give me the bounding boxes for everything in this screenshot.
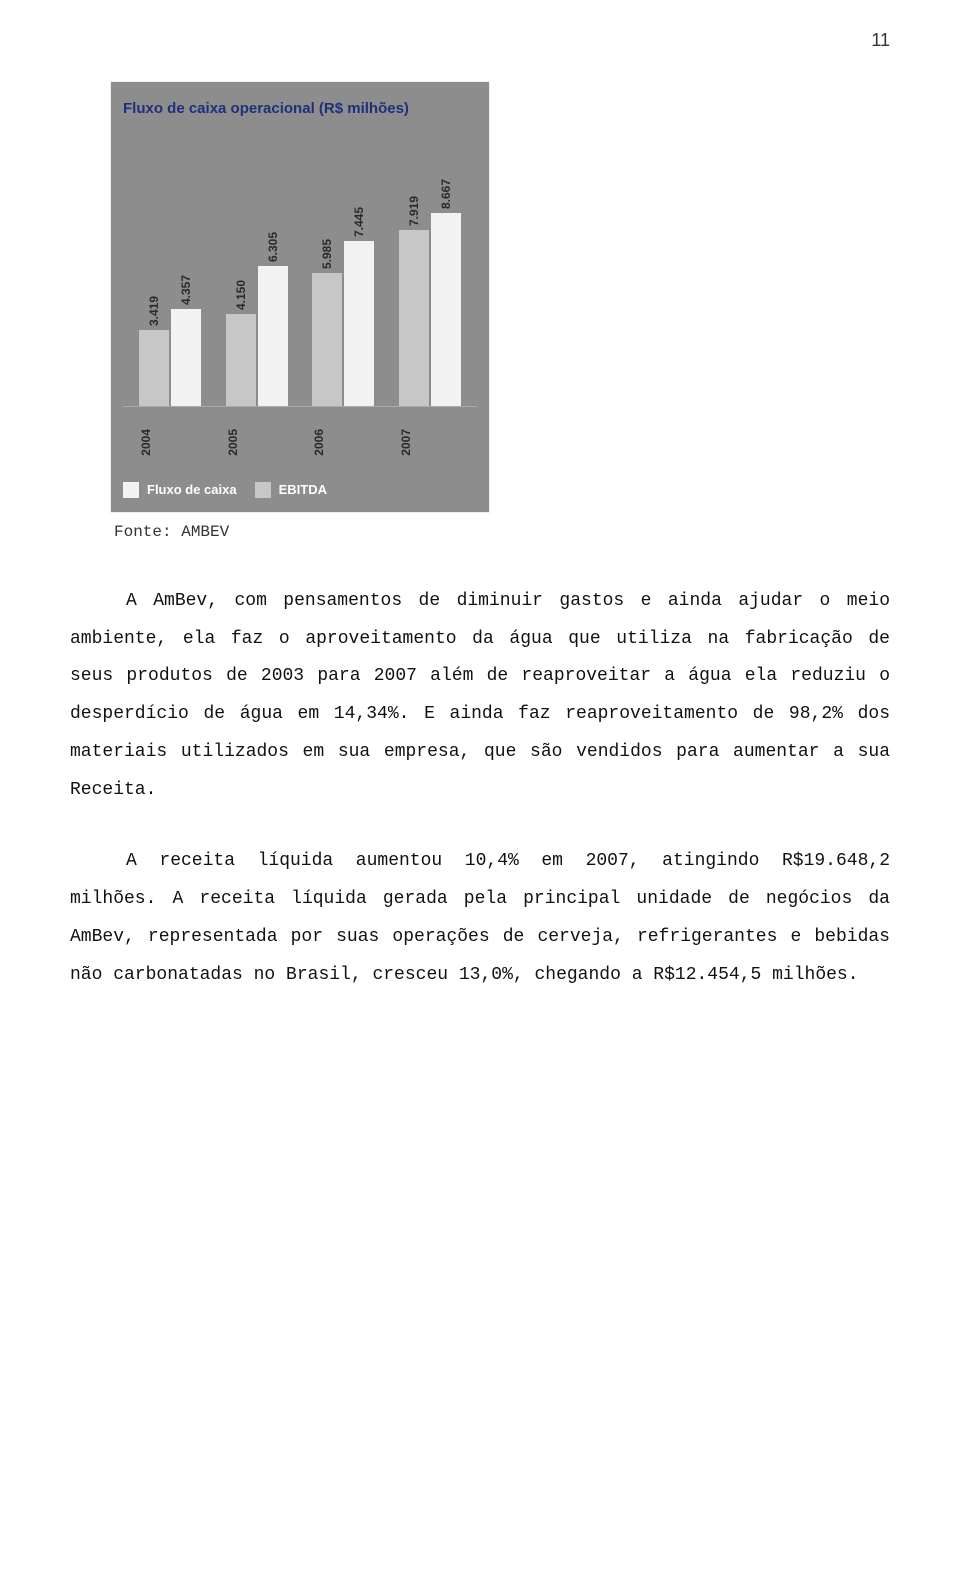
bar-ebitda-2006: 7.445: [344, 207, 374, 406]
bar-ebitda-2007: 8.667: [431, 179, 461, 406]
x-axis-label: 2005: [226, 429, 288, 456]
year-group: 4.150 6.305: [226, 232, 288, 406]
legend-item-fluxo: Fluxo de caixa: [123, 482, 237, 498]
chart-container: Fluxo de caixa operacional (R$ milhões) …: [110, 81, 490, 513]
bar-value-label: 4.150: [234, 280, 248, 310]
bar-ebitda-2004: 4.357: [171, 275, 201, 406]
legend-label: Fluxo de caixa: [147, 482, 237, 497]
bar-value-label: 6.305: [266, 232, 280, 262]
year-group: 5.985 7.445: [312, 207, 374, 406]
bar: [258, 266, 288, 406]
bar-fluxo-2006: 5.985: [312, 239, 342, 406]
body-text: A AmBev, com pensamentos de diminuir gas…: [70, 583, 890, 995]
bar-value-label: 5.985: [320, 239, 334, 269]
paragraph: A receita líquida aumentou 10,4% em 2007…: [70, 843, 890, 994]
bar: [226, 314, 256, 406]
chart-bars-area: 3.419 4.357 4.150 6.: [123, 147, 477, 407]
chart-title: Fluxo de caixa operacional (R$ milhões): [123, 100, 477, 117]
legend-item-ebitda: EBITDA: [255, 482, 327, 498]
x-axis-label: 2004: [139, 429, 201, 456]
bar-fluxo-2004: 3.419: [139, 296, 169, 406]
bar: [344, 241, 374, 406]
bar-value-label: 7.445: [352, 207, 366, 237]
year-group: 7.919 8.667: [399, 179, 461, 406]
chart-inner: Fluxo de caixa operacional (R$ milhões) …: [111, 82, 489, 512]
bar-value-label: 8.667: [439, 179, 453, 209]
bar: [431, 213, 461, 406]
legend-swatch: [255, 482, 271, 498]
bar-value-label: 7.919: [407, 196, 421, 226]
paragraph: A AmBev, com pensamentos de diminuir gas…: [70, 583, 890, 810]
chart-legend: Fluxo de caixa EBITDA: [123, 482, 477, 498]
bar: [399, 230, 429, 406]
legend-swatch: [123, 482, 139, 498]
year-group: 3.419 4.357: [139, 275, 201, 406]
bar-value-label: 3.419: [147, 296, 161, 326]
chart-x-axis: 2004 2005 2006 2007: [123, 429, 477, 456]
legend-label: EBITDA: [279, 482, 327, 497]
bar-value-label: 4.357: [179, 275, 193, 305]
bar: [312, 273, 342, 406]
bar: [139, 330, 169, 406]
bar: [171, 309, 201, 406]
x-axis-label: 2006: [312, 429, 374, 456]
page-number: 11: [70, 30, 890, 51]
bar-fluxo-2007: 7.919: [399, 196, 429, 406]
bar-fluxo-2005: 4.150: [226, 280, 256, 406]
x-axis-label: 2007: [399, 429, 461, 456]
chart-source: Fonte: AMBEV: [114, 523, 890, 541]
bar-ebitda-2005: 6.305: [258, 232, 288, 406]
